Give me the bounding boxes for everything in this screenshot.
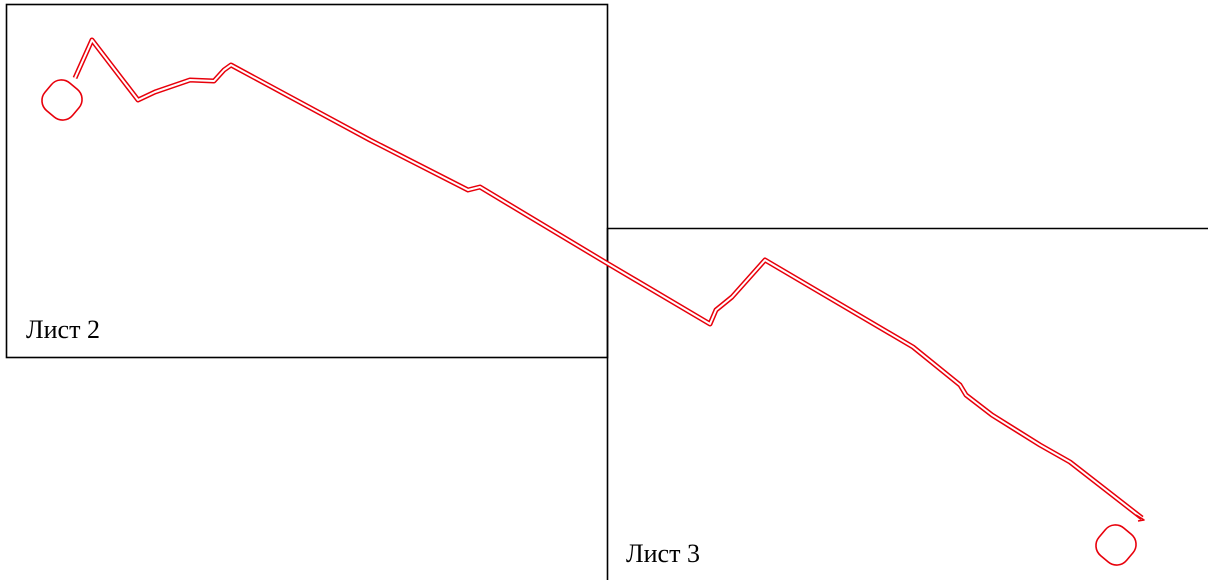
route-start-node xyxy=(41,79,83,121)
route-line-outer xyxy=(72,37,1144,520)
sheet-3-label: Лист 3 xyxy=(626,539,700,568)
route-line-inner xyxy=(74,39,1143,519)
route-end-connector xyxy=(1135,514,1145,522)
route-line xyxy=(72,37,1144,520)
route-end-node xyxy=(1095,524,1137,566)
sheet-2-frame xyxy=(5,3,609,359)
sheet-3-frame xyxy=(606,227,1208,580)
sheet-2-label: Лист 2 xyxy=(26,315,100,344)
